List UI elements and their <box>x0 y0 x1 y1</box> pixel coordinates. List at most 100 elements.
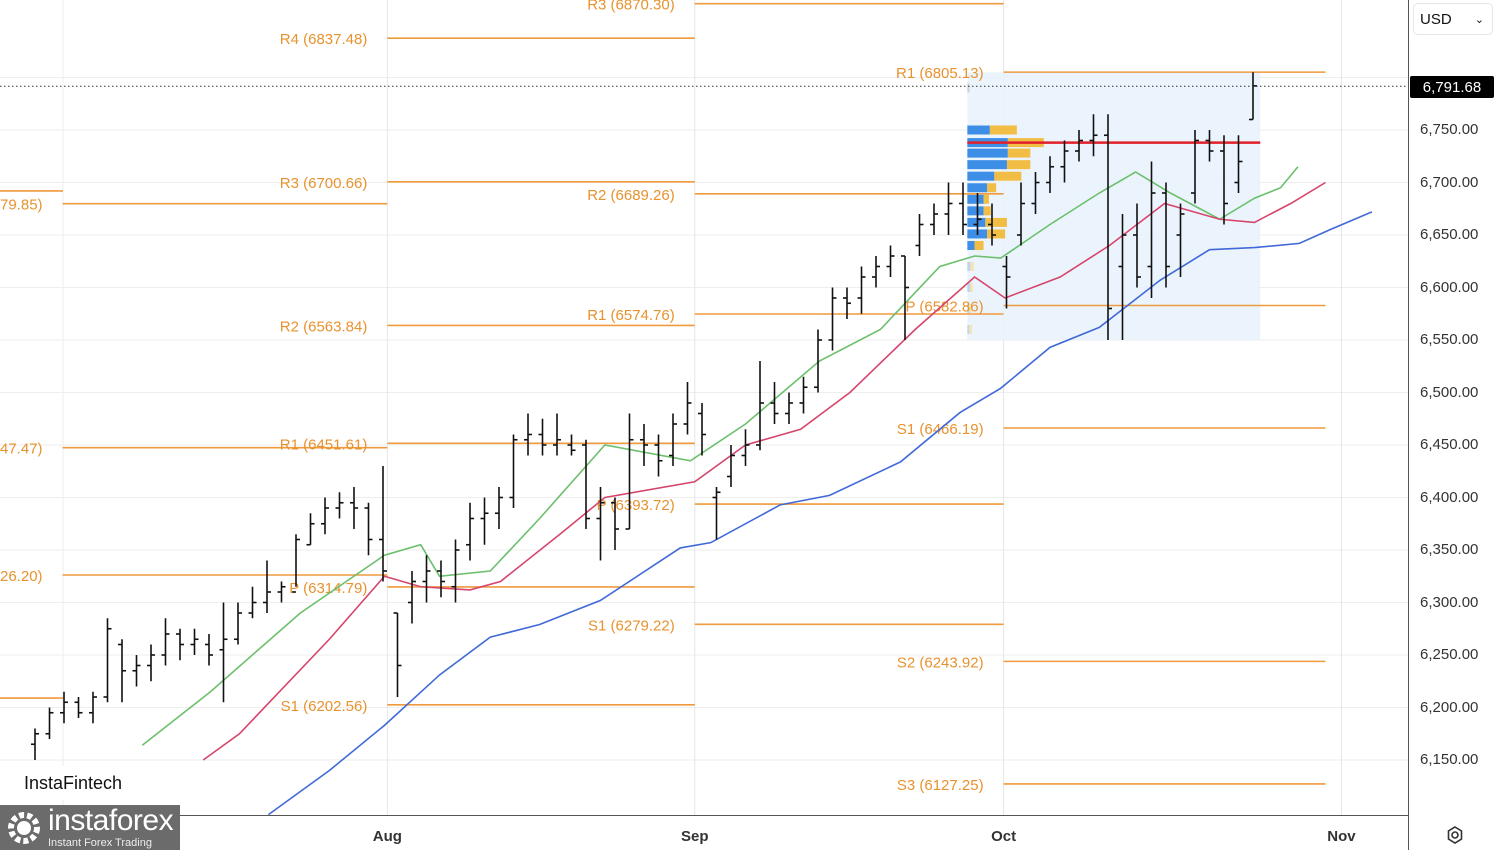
time-tick-label: Sep <box>680 828 709 845</box>
volume-profile-sell-bar <box>987 183 997 193</box>
currency-select[interactable]: USD ⌄ <box>1413 3 1493 35</box>
ohlc-bar <box>321 497 329 535</box>
volume-profile-sell-bar <box>970 262 974 271</box>
volume-profile-buy-bar <box>967 217 986 227</box>
price-tick-label: 6,650.00 <box>1420 226 1479 243</box>
ohlc-bar <box>1205 130 1214 162</box>
ohlc-bar <box>625 413 634 530</box>
volume-profile-buy-bar <box>967 241 975 250</box>
pivot-level-label: R4 (6837.48) <box>280 31 368 48</box>
ohlc-bar <box>640 424 648 466</box>
pivot-level-label: S1 (6202.56) <box>281 698 368 715</box>
ohlc-bar <box>234 602 242 645</box>
pivot-level-label: R3 (6870.30) <box>587 0 675 14</box>
time-tick-label: Nov <box>1327 828 1356 845</box>
ohlc-bar <box>292 534 300 593</box>
volume-profile-buy-bar <box>967 83 970 93</box>
ohlc-bar <box>857 266 866 314</box>
ohlc-bar <box>495 487 503 529</box>
pivot-level-label: R1 (6574.76) <box>587 307 675 324</box>
time-axis[interactable]: Aug Sep Oct Nov <box>0 815 1408 851</box>
gear-logo-icon <box>8 811 40 844</box>
price-axis[interactable]: 6,750.00 6,700.00 6,650.00 6,600.00 6,550.00… <box>1408 0 1500 850</box>
currency-value: USD <box>1420 10 1452 28</box>
pivot-level-label: P (6582.86) <box>905 298 983 315</box>
ohlc-bar <box>1147 161 1156 298</box>
ohlc-bar <box>1220 135 1228 225</box>
pivot-level-label: R2 (6689.26) <box>587 187 675 204</box>
pivot-level-label: R1 (6805.13) <box>896 65 984 82</box>
price-chart[interactable]: 79.85) 47.47) 26.20) R4 (6837.48) R3 (6700.6… <box>0 0 1408 815</box>
ohlc-bar <box>350 487 358 529</box>
ohlc-bar <box>886 245 895 277</box>
price-tick-label: 6,450.00 <box>1420 436 1479 453</box>
time-tick-label: Aug <box>372 828 402 845</box>
ohlc-bar <box>335 492 344 519</box>
ohlc-bar <box>785 392 793 424</box>
ohlc-bar <box>553 413 561 456</box>
pivot-level-label: 26.20) <box>0 568 43 585</box>
ohlc-bar <box>828 287 837 351</box>
ohlc-bar <box>31 728 39 760</box>
volume-profile-sell-bar <box>970 283 973 292</box>
price-tick-label: 6,750.00 <box>1420 121 1479 138</box>
ohlc-bar <box>1176 203 1185 277</box>
price-tick-label: 6,600.00 <box>1420 278 1479 296</box>
ohlc-bar <box>60 691 68 724</box>
ohlc-bar <box>118 639 126 703</box>
ohlc-bar <box>422 555 431 603</box>
ohlc-bar <box>1031 172 1040 214</box>
ohlc-bar <box>1089 114 1098 157</box>
settings-icon[interactable] <box>1445 825 1465 845</box>
ohlc-bar <box>611 497 619 550</box>
ohlc-bar <box>277 581 286 603</box>
ohlc-bar <box>524 413 532 456</box>
volume-profile-sell-bar <box>994 171 1022 181</box>
volume-profile-buy-bar <box>967 206 984 216</box>
volume-profile-buy-bar <box>967 325 970 334</box>
price-tick-label: 6,700.00 <box>1420 173 1479 191</box>
ohlc-bar <box>190 628 199 655</box>
ohlc-bar <box>147 644 155 682</box>
ohlc-bar <box>654 434 663 477</box>
ohlc-bar <box>727 445 735 487</box>
ohlc-bar <box>799 376 808 414</box>
ohlc-bar <box>1118 214 1127 340</box>
volume-profile-sell-bar <box>987 229 1006 239</box>
volume-profile-buy-bar <box>967 148 1008 158</box>
current-price-tag: 6,791.68 <box>1410 76 1494 98</box>
ohlc-bar <box>306 513 315 546</box>
volume-profile-buy-bar <box>967 125 990 135</box>
pivot-level-label: 79.85) <box>0 197 43 214</box>
ohlc-bar <box>1002 256 1011 309</box>
ohlc-bar <box>1234 135 1243 193</box>
pivot-level-label: S2 (6243.92) <box>897 654 984 671</box>
volume-profile-buy-bar <box>967 283 971 292</box>
price-tick-label: 6,400.00 <box>1420 488 1479 506</box>
ohlc-bar <box>509 434 518 508</box>
ohlc-bar <box>1162 182 1170 288</box>
time-tick-label: Oct <box>991 828 1017 845</box>
price-tick-label: 6,250.00 <box>1420 646 1479 663</box>
volume-profile-sell-bar <box>969 304 972 313</box>
ohlc-bar <box>103 618 112 703</box>
volume-profile-buy-bar <box>967 262 971 271</box>
logo-tagline: Instant Forex Trading <box>48 837 152 849</box>
price-tick-label: 6,500.00 <box>1420 383 1479 401</box>
ohlc-bar <box>176 628 184 661</box>
price-tick-label: 6,300.00 <box>1420 593 1479 611</box>
ohlc-bar <box>1191 130 1199 204</box>
price-tick-label: 6,200.00 <box>1420 698 1479 716</box>
pivot-level-label: P (6393.72) <box>597 497 675 514</box>
ohlc-bar <box>872 256 880 288</box>
ohlc-bar <box>814 329 822 393</box>
volume-profile-buy-bar <box>967 183 988 193</box>
ohlc-bar <box>1046 156 1054 193</box>
ma-mid-line <box>202 181 1326 761</box>
ohlc-bar <box>930 203 938 235</box>
logo-name: instaforex <box>48 804 174 837</box>
ohlc-bar <box>596 487 605 561</box>
ohlc-bar <box>248 586 257 619</box>
ohlc-bar <box>1017 182 1025 246</box>
ohlc-bar <box>988 203 996 246</box>
